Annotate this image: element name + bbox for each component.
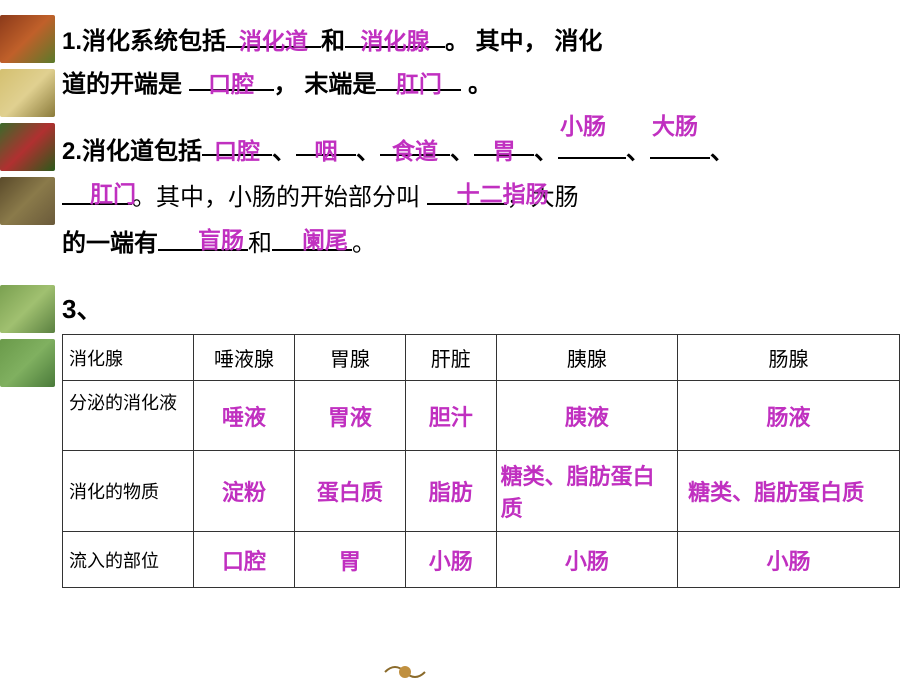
decorative-icon [380, 660, 430, 685]
q2-l3post: 。 [352, 230, 376, 257]
thumb-4 [0, 177, 55, 225]
r2c2: 小肠 [405, 532, 496, 588]
r0c1: 胃液 [294, 381, 405, 451]
thumb-2 [0, 69, 55, 117]
table-header-row: 消化腺 唾液腺 胃腺 肝脏 胰腺 肠腺 [63, 335, 900, 381]
hdr-5: 肠腺 [678, 335, 900, 381]
q2-l2t1: 。其中，小肠的开始部分叫 [132, 184, 420, 211]
hdr-3: 肝脏 [405, 335, 496, 381]
q1-ans1: 消化道 [239, 28, 308, 54]
q2-s2: 、 [356, 138, 380, 165]
question-3-label: 3、 [62, 289, 908, 326]
q2-pre: 2.消化道包括 [62, 138, 202, 165]
q2-s3: 、 [450, 138, 474, 165]
r0c0: 唾液 [194, 381, 295, 451]
q2-s5: 、 [626, 138, 650, 165]
r1c1: 蛋白质 [294, 451, 405, 532]
q2-l3b: 阑尾 [302, 217, 348, 263]
main-content: 1.消化系统包括消化道和消化腺。 其中， 消化 道的开端是 口腔， 末端是肛门 … [62, 20, 908, 588]
q1-mid2: ， 末端是 [274, 71, 377, 98]
thumbnail-strip [0, 15, 55, 393]
r2c3: 小肠 [496, 532, 678, 588]
q2-l2a: 肛门 [90, 171, 136, 217]
hdr-2: 胃腺 [294, 335, 405, 381]
q1-mid1: 和 [321, 28, 345, 55]
q2-s4: 、 [534, 138, 558, 165]
question-1: 1.消化系统包括消化道和消化腺。 其中， 消化 道的开端是 口腔， 末端是肛门 … [62, 20, 908, 106]
q2-l3a: 盲肠 [198, 217, 244, 263]
q1-ans4: 肛门 [396, 71, 442, 97]
q2-b4: 胃 [493, 138, 516, 164]
q1-ans2: 消化腺 [361, 28, 430, 54]
r0c3: 胰液 [496, 381, 678, 451]
thumb-5 [0, 285, 55, 333]
q2-b5: 小肠 [560, 103, 606, 149]
q1-ans3: 口腔 [208, 71, 254, 97]
r1c4: 糖类、脂肪蛋白质 [678, 451, 900, 532]
digestion-table: 消化腺 唾液腺 胃腺 肝脏 胰腺 肠腺 分泌的消化液 唾液 胃液 胆汁 胰液 肠… [62, 334, 900, 588]
r1c2: 脂肪 [405, 451, 496, 532]
r1-label: 消化的物质 [63, 451, 194, 532]
q2-s1: 、 [272, 138, 296, 165]
r2c4: 小肠 [678, 532, 900, 588]
hdr-4: 胰腺 [496, 335, 678, 381]
q1-text: 1.消化系统包括 [62, 28, 226, 55]
q2-b2: 咽 [315, 138, 338, 164]
hdr-0: 消化腺 [63, 335, 194, 381]
table-row-location: 流入的部位 口腔 胃 小肠 小肠 小肠 [63, 532, 900, 588]
q2-l2b: 十二指肠 [457, 171, 549, 217]
r1c3: 糖类、脂肪蛋白质 [496, 451, 678, 532]
table-row-secretion: 分泌的消化液 唾液 胃液 胆汁 胰液 肠液 [63, 381, 900, 451]
r0c2: 胆汁 [405, 381, 496, 451]
thumb-3 [0, 123, 55, 171]
r0c4: 肠液 [678, 381, 900, 451]
thumb-1 [0, 15, 55, 63]
q2-b1: 口腔 [214, 138, 260, 164]
q1-line2pre: 道的开端是 [62, 71, 182, 98]
question-2: 2.消化道包括口腔、咽、食道、胃、小肠、大肠、 肛门。其中，小肠的开始部分叫 十… [62, 128, 908, 267]
q2-l3mid: 和 [248, 230, 272, 257]
q2-b3: 食道 [392, 138, 438, 164]
r0-label: 分泌的消化液 [63, 381, 194, 451]
r2-label: 流入的部位 [63, 532, 194, 588]
r2c0: 口腔 [194, 532, 295, 588]
q1-post2: 。 [468, 71, 492, 98]
hdr-1: 唾液腺 [194, 335, 295, 381]
thumb-6 [0, 339, 55, 387]
r2c1: 胃 [294, 532, 405, 588]
q2-l3pre: 的一端有 [62, 230, 158, 257]
table-row-substance: 消化的物质 淀粉 蛋白质 脂肪 糖类、脂肪蛋白质 糖类、脂肪蛋白质 [63, 451, 900, 532]
r1c0: 淀粉 [194, 451, 295, 532]
q2-b6: 大肠 [652, 103, 698, 149]
q1-post1: 。 其中， 消化 [445, 28, 602, 55]
